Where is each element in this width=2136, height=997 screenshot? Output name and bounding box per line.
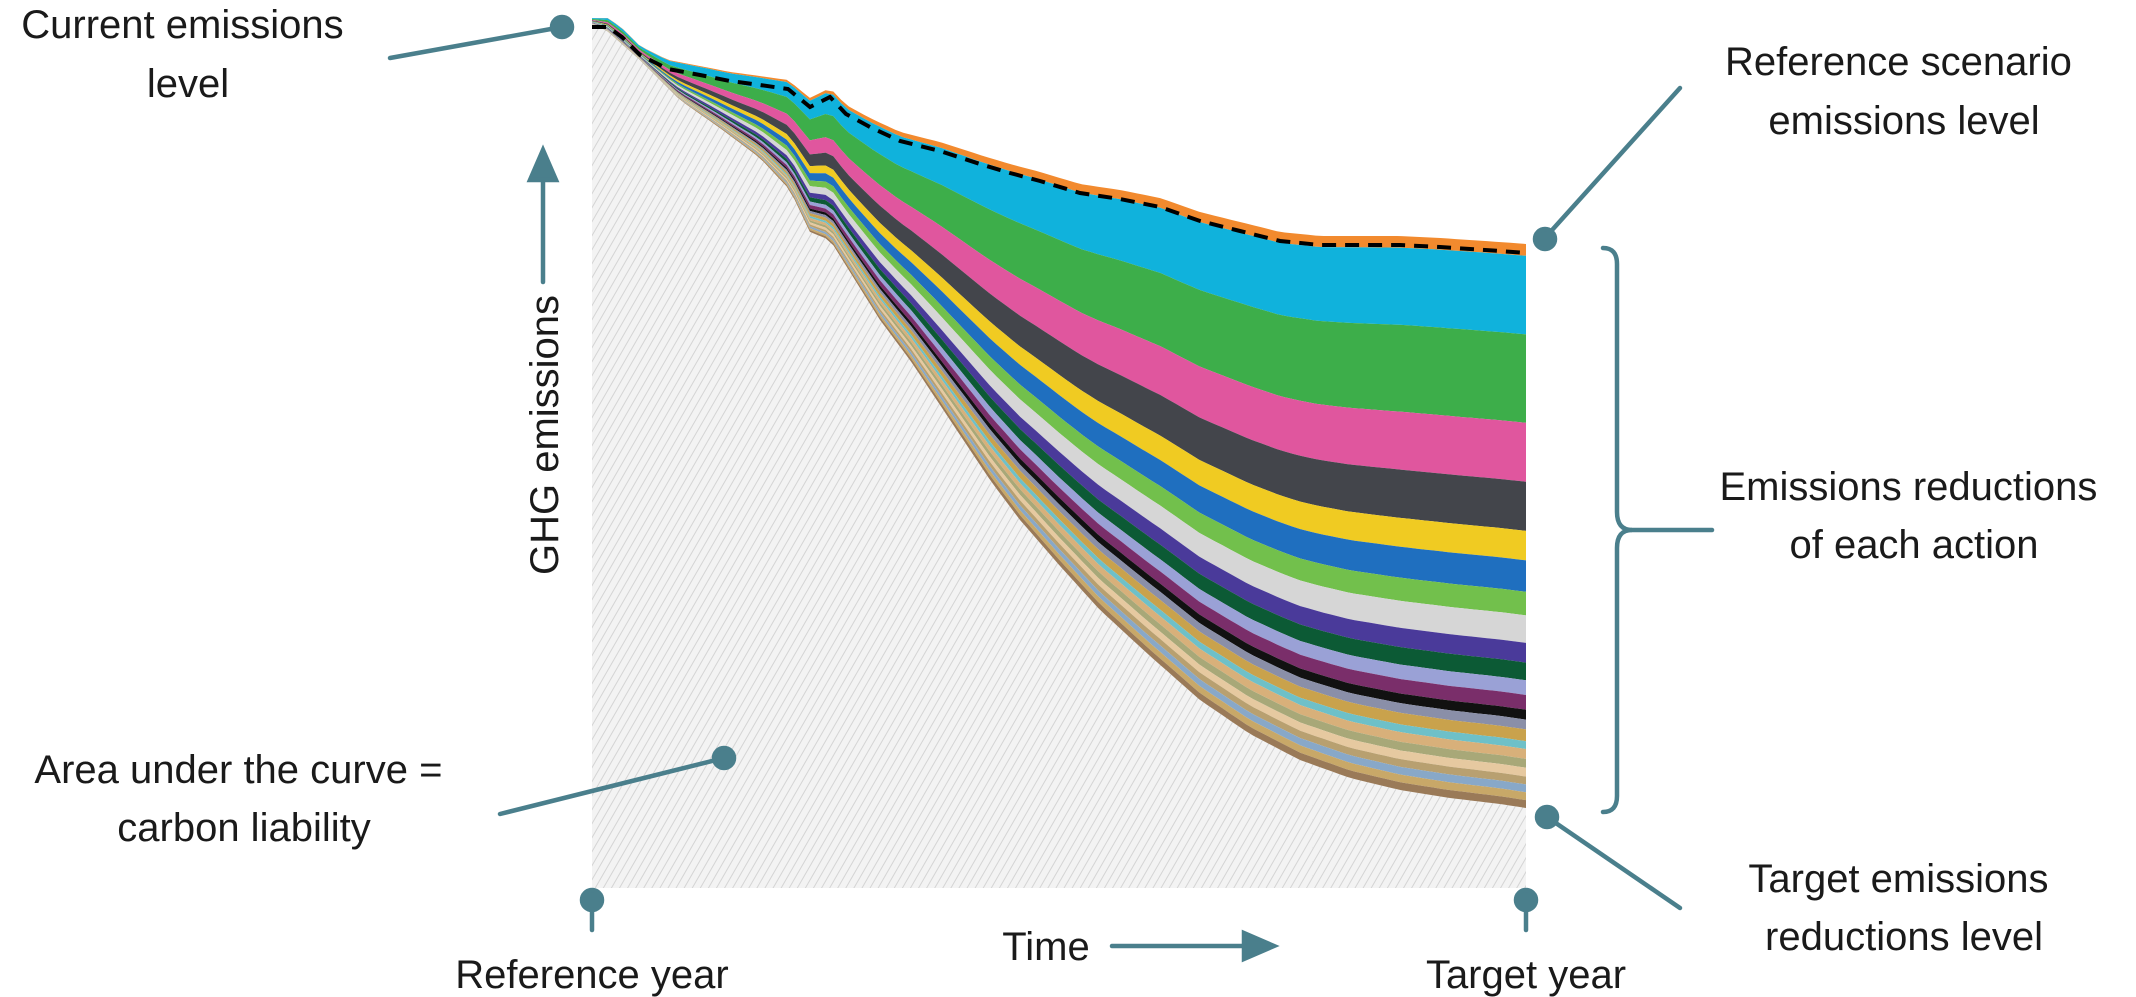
target-emissions-line2: reductions level	[1765, 915, 2043, 959]
target-emissions-label: Target emissions reductions level	[1748, 857, 2059, 959]
annotation-layer	[387, 14, 1715, 963]
target-emissions-leader	[1544, 814, 1683, 911]
target-year-marker	[1513, 887, 1539, 913]
area-under-curve-line1: Area under the curve =	[34, 748, 442, 792]
current-emissions-marker	[549, 14, 575, 40]
reference-year-marker	[579, 887, 605, 913]
current-emissions-leader	[387, 24, 565, 61]
emissions-reductions-line1: Emissions reductions	[1719, 465, 2097, 509]
target-year-label: Target year	[1426, 953, 1626, 997]
reduction-band-3	[592, 19, 1526, 423]
reference-scenario-line	[592, 25, 1527, 255]
time-arrowhead	[1241, 929, 1280, 963]
reference-scenario-line2: emissions level	[1768, 99, 2039, 143]
current-emissions-line2: level	[147, 62, 229, 106]
emissions-reductions-line2: of each action	[1789, 523, 2038, 567]
current-emissions-label: Current emissions level	[21, 3, 354, 106]
emissions-reductions-label: Emissions reductions of each action	[1719, 465, 2108, 567]
current-emissions-line1: Current emissions	[21, 3, 343, 47]
reference-scenario-line1: Reference scenario	[1725, 40, 2072, 84]
y-axis-arrowhead	[526, 144, 560, 183]
reference-scenario-label: Reference scenario emissions level	[1725, 40, 2083, 143]
target-emissions-line1: Target emissions	[1748, 857, 2048, 901]
reference-year-label: Reference year	[455, 953, 728, 997]
x-axis-label: Time	[1002, 925, 1089, 969]
area-under-curve-line2: carbon liability	[117, 806, 370, 850]
reference-scenario-leader	[1541, 85, 1683, 242]
y-axis-label: GHG emissions	[523, 295, 567, 575]
area-under-curve-marker	[711, 745, 737, 771]
reduction-band-5	[592, 20, 1526, 531]
reference-scenario-marker	[1532, 226, 1558, 252]
area-under-curve-label: Area under the curve = carbon liability	[34, 748, 453, 850]
target-emissions-marker	[1534, 804, 1560, 830]
reductions-bracket	[1600, 245, 1633, 815]
reduction-band-4	[592, 19, 1526, 482]
area-under-curve-leader	[497, 755, 727, 817]
carbon-liability-area	[592, 24, 1526, 888]
